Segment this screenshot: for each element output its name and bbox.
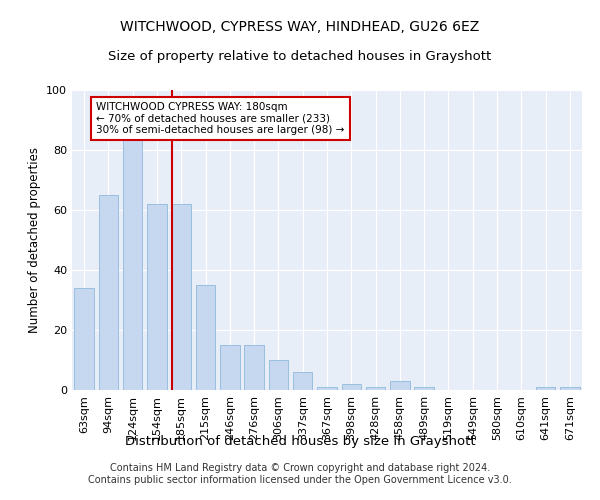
Text: Distribution of detached houses by size in Grayshott: Distribution of detached houses by size … xyxy=(125,435,475,448)
Bar xyxy=(74,288,94,390)
Bar xyxy=(172,204,191,390)
Bar xyxy=(244,345,264,390)
Bar xyxy=(536,387,555,390)
Bar xyxy=(560,387,580,390)
Bar xyxy=(390,381,410,390)
Bar xyxy=(269,360,288,390)
Bar xyxy=(341,384,361,390)
Text: WITCHWOOD CYPRESS WAY: 180sqm
← 70% of detached houses are smaller (233)
30% of : WITCHWOOD CYPRESS WAY: 180sqm ← 70% of d… xyxy=(96,102,344,135)
Bar xyxy=(123,138,142,390)
Y-axis label: Number of detached properties: Number of detached properties xyxy=(28,147,41,333)
Bar xyxy=(147,204,167,390)
Text: Size of property relative to detached houses in Grayshott: Size of property relative to detached ho… xyxy=(109,50,491,63)
Bar xyxy=(366,387,385,390)
Bar xyxy=(317,387,337,390)
Bar xyxy=(196,285,215,390)
Bar xyxy=(99,195,118,390)
Bar xyxy=(220,345,239,390)
Bar xyxy=(415,387,434,390)
Text: Contains HM Land Registry data © Crown copyright and database right 2024.
Contai: Contains HM Land Registry data © Crown c… xyxy=(88,464,512,485)
Bar xyxy=(293,372,313,390)
Text: WITCHWOOD, CYPRESS WAY, HINDHEAD, GU26 6EZ: WITCHWOOD, CYPRESS WAY, HINDHEAD, GU26 6… xyxy=(121,20,479,34)
